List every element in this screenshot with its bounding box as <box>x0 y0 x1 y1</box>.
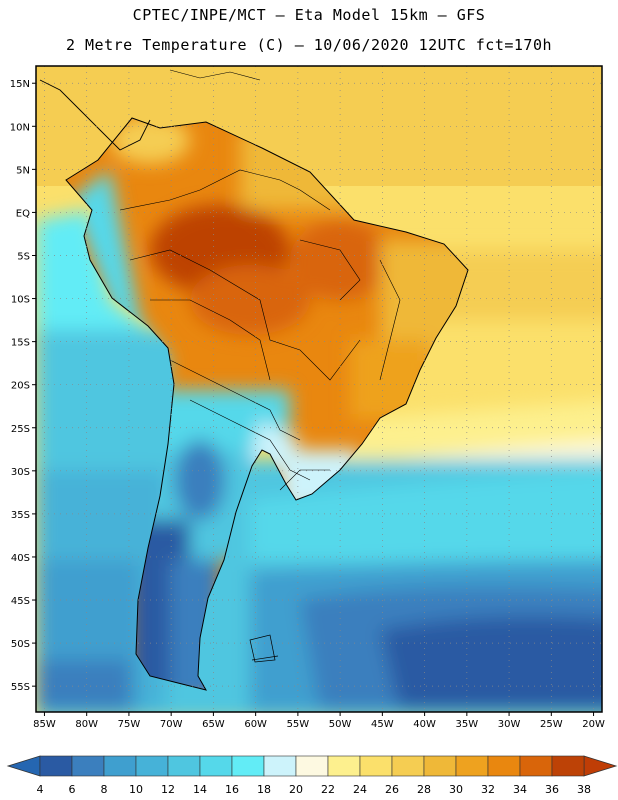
lon-label: 75W <box>118 719 141 730</box>
colorbar-swatch <box>263 755 297 777</box>
lat-label: 15S <box>11 338 30 349</box>
lon-label: 55W <box>287 719 310 730</box>
colorbar-label: 22 <box>321 783 335 796</box>
colorbar-label: 8 <box>101 783 108 796</box>
colorbar-label: 16 <box>225 783 239 796</box>
lat-label: 40S <box>11 553 30 564</box>
colorbar-swatch <box>359 755 393 777</box>
colorbar-swatch <box>455 755 489 777</box>
lat-label: EQ <box>16 208 30 219</box>
lat-label: 10S <box>11 295 30 306</box>
lon-label: 65W <box>202 719 225 730</box>
colorbar-label: 12 <box>161 783 175 796</box>
colorbar-swatch <box>551 755 585 777</box>
colorbar-swatch <box>487 755 521 777</box>
colorbar-swatch <box>135 755 169 777</box>
lon-label: 60W <box>244 719 267 730</box>
colorbar-label: 28 <box>417 783 431 796</box>
lat-label: 5S <box>17 251 30 262</box>
colorbar-swatch <box>295 755 329 777</box>
colorbar-swatch <box>39 755 73 777</box>
lat-label: 5N <box>16 165 30 176</box>
colorbar-swatch <box>391 755 425 777</box>
lon-label: 40W <box>413 719 436 730</box>
lon-label: 50W <box>329 719 352 730</box>
colorbar-swatch <box>423 755 457 777</box>
colorbar-swatch <box>71 755 105 777</box>
lon-label: 25W <box>540 719 563 730</box>
lat-label: 25S <box>11 424 30 435</box>
title-line-1: CPTEC/INPE/MCT – Eta Model 15km – GFS <box>132 6 486 24</box>
lat-label: 35S <box>11 510 30 521</box>
colorbar-swatch <box>327 755 361 777</box>
colorbar-low-arrow <box>6 755 41 777</box>
title-line-2: 2 Metre Temperature (C) – 10/06/2020 12U… <box>65 36 553 54</box>
colorbar-swatch <box>519 755 553 777</box>
lon-label: 45W <box>371 719 394 730</box>
colorbar-label: 6 <box>69 783 76 796</box>
colorbar-label: 20 <box>289 783 303 796</box>
colorbar-label: 10 <box>129 783 143 796</box>
lon-label: 35W <box>456 719 479 730</box>
colorbar-label: 24 <box>353 783 367 796</box>
colorbar-label: 26 <box>385 783 399 796</box>
colorbar-label: 36 <box>545 783 559 796</box>
colorbar-label: 34 <box>513 783 527 796</box>
colorbar-swatch <box>231 755 265 777</box>
lat-label: 30S <box>11 467 30 478</box>
colorbar-legend: 4 6 8 10 12 14 16 18 20 22 24 26 28 30 32 34 36 38 <box>6 755 618 796</box>
lat-label: 45S <box>11 596 30 607</box>
lon-label: 30W <box>498 719 521 730</box>
colorbar-label: 38 <box>577 783 591 796</box>
map-frame <box>35 65 603 713</box>
colorbar-swatch <box>167 755 201 777</box>
colorbar-label: 4 <box>37 783 44 796</box>
lat-label: 15N <box>10 79 30 90</box>
colorbar-label: 14 <box>193 783 207 796</box>
colorbar-swatch <box>103 755 137 777</box>
lon-label: 20W <box>582 719 605 730</box>
lon-label: 85W <box>33 719 56 730</box>
lat-label: 20S <box>11 381 30 392</box>
lon-label: 80W <box>75 719 98 730</box>
colorbar-label: 32 <box>481 783 495 796</box>
colorbar-high-arrow <box>583 755 618 777</box>
colorbar-label: 18 <box>257 783 271 796</box>
lat-label: 50S <box>11 639 30 650</box>
lon-label: 70W <box>160 719 183 730</box>
lat-label: 10N <box>10 122 30 133</box>
colorbar-swatch <box>199 755 233 777</box>
lat-label: 55S <box>11 682 30 693</box>
colorbar-label: 30 <box>449 783 463 796</box>
